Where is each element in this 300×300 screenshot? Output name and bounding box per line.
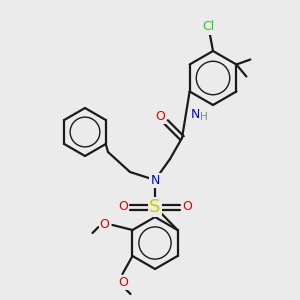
Text: O: O (100, 218, 110, 230)
Text: O: O (118, 275, 128, 289)
Text: S: S (149, 198, 161, 216)
Text: O: O (118, 200, 128, 214)
Text: H: H (200, 112, 208, 122)
Text: N: N (191, 108, 200, 121)
Text: O: O (155, 110, 165, 122)
Text: N: N (150, 173, 160, 187)
Text: Cl: Cl (202, 20, 214, 34)
Text: O: O (182, 200, 192, 214)
